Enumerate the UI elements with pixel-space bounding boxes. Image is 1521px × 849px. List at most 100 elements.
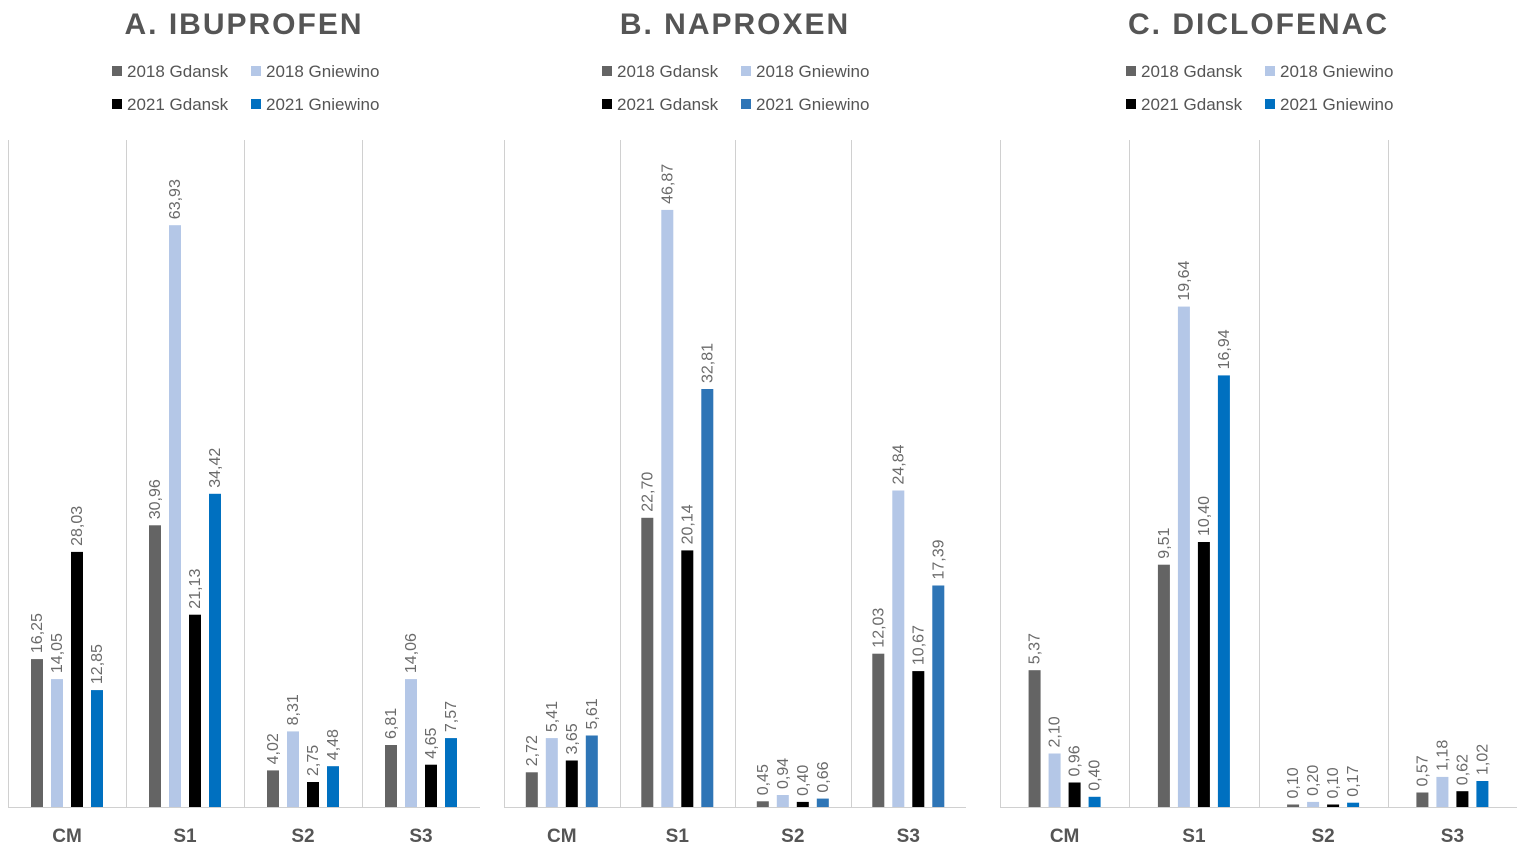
legend-item: 2021 Gniewino <box>1265 95 1393 115</box>
legend-label: 2021 Gniewino <box>266 95 380 114</box>
bar <box>1307 801 1320 807</box>
chart-title: B. NAPROXEN <box>619 8 851 41</box>
bar <box>31 659 43 807</box>
data-label: 8,31 <box>285 694 302 725</box>
legend-item: 2018 Gniewino <box>251 62 379 82</box>
bar <box>641 517 654 807</box>
bar <box>872 653 885 807</box>
data-label: 2,75 <box>305 745 322 776</box>
data-label: 2,72 <box>524 735 541 766</box>
category-label: S1 <box>173 826 197 847</box>
legend-item: 2021 Gdansk <box>112 95 228 115</box>
data-label: 9,51 <box>1156 527 1173 558</box>
category-label: CM <box>547 826 577 847</box>
bar <box>932 585 945 807</box>
data-label: 63,93 <box>167 179 184 219</box>
bar <box>1177 306 1190 807</box>
data-label: 0,40 <box>1087 760 1104 791</box>
data-label: 2,10 <box>1047 716 1064 747</box>
data-label: 4,02 <box>265 733 282 764</box>
legend-swatch <box>112 98 122 109</box>
data-label: 17,39 <box>930 539 947 579</box>
legend-item: 2018 Gdansk <box>602 62 718 82</box>
legend-swatch <box>741 98 751 109</box>
data-label: 12,03 <box>870 608 887 648</box>
data-label: 3,65 <box>564 723 581 754</box>
bar <box>1416 792 1429 807</box>
legend-swatch <box>112 65 122 76</box>
bar <box>1456 791 1469 807</box>
bar <box>776 795 789 807</box>
data-label: 16,25 <box>29 613 46 653</box>
legend-swatch <box>1265 65 1275 76</box>
legend-item: 2018 Gniewino <box>1265 62 1393 82</box>
legend-swatch <box>1126 98 1136 109</box>
bar <box>209 493 221 807</box>
data-label: 28,03 <box>69 506 86 546</box>
legend-label: 2021 Gniewino <box>1280 95 1394 114</box>
bar <box>892 490 905 807</box>
bar <box>661 209 674 807</box>
data-label: 4,48 <box>325 729 342 760</box>
bar <box>585 735 598 807</box>
legend-item: 2018 Gniewino <box>741 62 869 82</box>
data-label: 0,17 <box>1345 765 1362 796</box>
bar <box>149 525 161 807</box>
bar <box>425 764 437 807</box>
data-label: 20,14 <box>679 504 696 544</box>
data-label: 5,61 <box>584 698 601 729</box>
legend-item: 2018 Gdansk <box>112 62 228 82</box>
bar <box>1217 375 1230 807</box>
legend-label: 2018 Gniewino <box>1280 62 1394 81</box>
bar <box>71 551 83 807</box>
bar <box>912 671 925 807</box>
category-label: S2 <box>291 826 314 847</box>
bar-chart: 5,37 2,100,96 0,40 CM 9,51 19,64 10,40 16,94 S1 0… <box>1000 140 1517 847</box>
data-label: 22,70 <box>639 472 656 512</box>
legend-label: 2021 Gdansk <box>127 95 229 114</box>
bar <box>816 798 829 807</box>
data-label: 1,18 <box>1434 740 1451 771</box>
legend-swatch <box>1126 65 1136 76</box>
bar <box>565 760 578 807</box>
bar <box>327 766 339 807</box>
bar <box>287 731 299 807</box>
category-label: CM <box>52 826 82 847</box>
legend-item: 2021 Gniewino <box>251 95 379 115</box>
legend-swatch <box>741 65 751 76</box>
data-label: 5,41 <box>544 701 561 732</box>
legend-label: 2021 Gdansk <box>617 95 719 114</box>
data-label: 21,13 <box>187 569 204 609</box>
bar <box>169 225 181 807</box>
bar <box>1327 804 1340 807</box>
data-label: 0,66 <box>815 761 832 792</box>
category-label: S3 <box>409 826 432 847</box>
legend-label: 2018 Gniewino <box>266 62 380 81</box>
bar <box>385 745 397 807</box>
data-label: 10,67 <box>910 625 927 665</box>
data-label: 0,57 <box>1414 755 1431 786</box>
category-label: CM <box>1050 826 1080 847</box>
bar <box>307 782 319 807</box>
data-label: 10,40 <box>1196 496 1213 536</box>
bar <box>1088 796 1101 807</box>
data-label: 0,10 <box>1325 767 1342 798</box>
bar <box>189 614 201 807</box>
bar <box>1048 753 1061 807</box>
bar <box>1287 804 1300 807</box>
legend-item: 2021 Gdansk <box>602 95 718 115</box>
legend-item: 2018 Gdansk <box>1126 62 1242 82</box>
category-label: S1 <box>1182 826 1206 847</box>
bar <box>91 690 103 807</box>
data-label: 0,10 <box>1285 767 1302 798</box>
chart-panel-1: A. IBUPROFEN 2018 Gdansk 2018 Gniewino 2021… <box>8 0 480 849</box>
legend-label: 2018 Gdansk <box>617 62 719 81</box>
chart-panel-3: C. DICLOFENAC 2018 Gdansk 2018 Gniewino 202… <box>1000 0 1517 849</box>
data-label: 30,96 <box>147 479 164 519</box>
bar <box>1157 564 1170 807</box>
category-label: S2 <box>1311 826 1334 847</box>
bar <box>681 550 694 807</box>
data-label: 16,94 <box>1216 329 1233 369</box>
legend-item: 2021 Gniewino <box>741 95 869 115</box>
